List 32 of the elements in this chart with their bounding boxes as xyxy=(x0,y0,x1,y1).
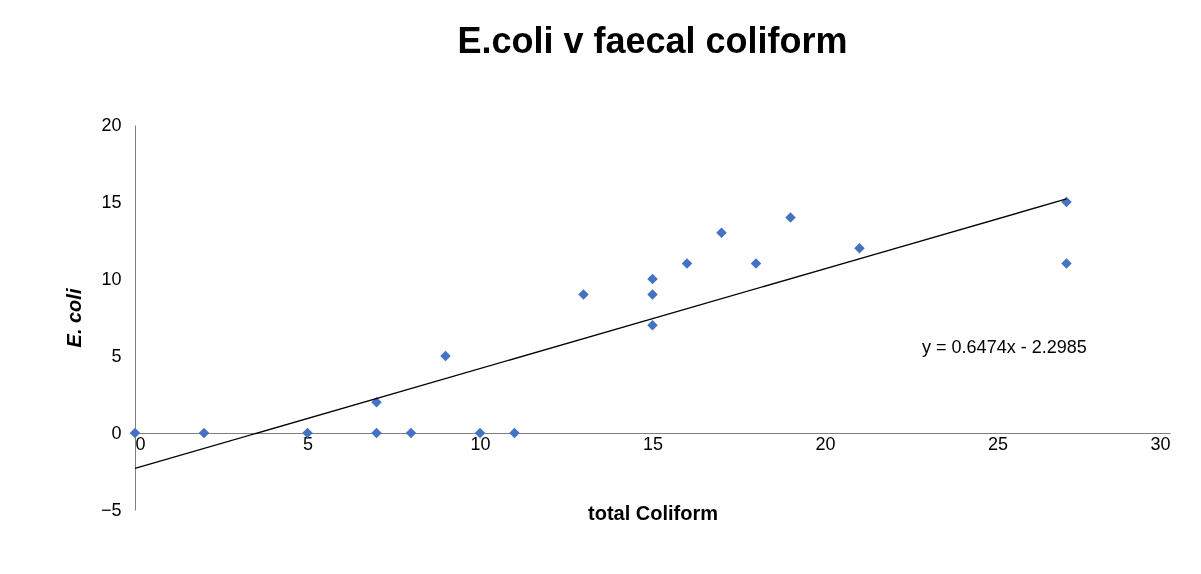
point xyxy=(198,427,210,439)
point xyxy=(647,319,658,331)
x-axis-title: total Coliform xyxy=(588,501,718,524)
point xyxy=(716,227,727,239)
x-tick-label: 5 xyxy=(302,433,314,454)
point xyxy=(129,427,141,439)
chart-title: E.coli v faecal coliform xyxy=(457,20,848,61)
point xyxy=(440,350,451,362)
point xyxy=(854,242,865,254)
point xyxy=(405,427,417,439)
y-tick-label: 10 xyxy=(101,268,122,289)
point xyxy=(750,258,762,269)
y-axis-title: E. coli xyxy=(62,288,85,348)
point xyxy=(647,289,658,300)
point xyxy=(371,427,382,439)
point xyxy=(785,212,796,223)
point xyxy=(647,273,658,285)
annotation: y = 0.6474x - 2.2985 xyxy=(922,337,1087,358)
point xyxy=(681,258,693,269)
x-tick-label: 0 xyxy=(135,433,146,454)
x-tick-label: 25 xyxy=(987,433,1009,454)
y-tick-label: 20 xyxy=(101,114,122,135)
x-tick-label: 30 xyxy=(1150,433,1171,454)
x-tick-label: 15 xyxy=(642,433,664,454)
point xyxy=(578,289,589,300)
x-tick-label: 10 xyxy=(470,433,491,454)
y-tick-label: 5 xyxy=(111,345,122,366)
point xyxy=(1061,258,1072,269)
y-tick-label: 15 xyxy=(101,191,122,212)
point xyxy=(509,427,520,439)
y-tick-label: −5 xyxy=(100,499,122,520)
x-tick-label: 20 xyxy=(815,433,836,454)
